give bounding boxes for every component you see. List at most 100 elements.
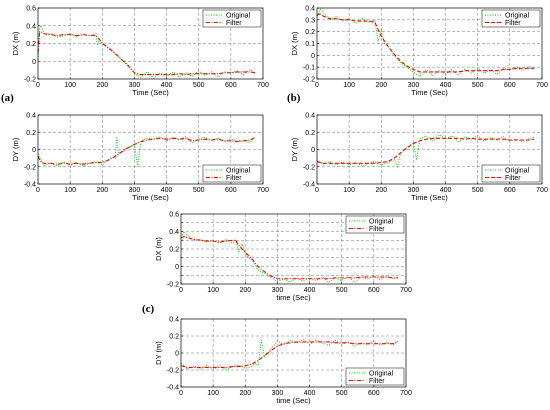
x-tick-label: 700 [400,390,412,397]
x-tick-label: 100 [343,82,355,89]
y-tick-label: 0 [311,147,315,154]
series-line-filter [37,136,256,165]
x-axis-label: time (Sec) [276,293,311,302]
y-axis-label: DX (m) [11,31,20,55]
x-tick-label: 500 [336,287,348,294]
x-axis-label: Time (Sec) [132,193,169,202]
chart-4: 0 100 200 300 400 500 600 700-0.200.20.40.6time… [154,212,412,303]
y-tick-label: 0.3 [305,17,315,24]
y-tick-label: 0.1 [305,41,315,48]
x-tick-label: 300 [129,187,141,194]
y-tick-label: 0 [175,264,179,271]
x-tick-label: 0 [315,187,319,194]
panel-label-a: (a) [1,92,14,104]
legend-label-original: Original [226,12,251,19]
series-line-original [316,134,535,169]
x-tick-label: 300 [129,82,141,89]
x-tick-label: 600 [225,187,237,194]
x-axis-label: Time (Sec) [411,88,448,97]
y-tick-label: -0.2 [167,368,179,375]
x-tick-label: 700 [536,82,548,89]
x-tick-label: 100 [64,187,76,194]
x-axis-label: time (Sec) [276,396,311,405]
x-tick-label: 600 [504,187,516,194]
y-tick-label: -0.4 [167,385,179,392]
x-tick-label: 100 [343,187,355,194]
y-tick-label: -0.2 [24,164,36,171]
y-tick-label: 0.4 [305,113,315,120]
legend-label-original: Original [369,218,394,225]
x-tick-label: 700 [400,287,412,294]
x-tick-label: 700 [536,187,548,194]
x-tick-label: 400 [161,82,173,89]
y-tick-label: 0.2 [26,41,36,48]
y-tick-label: 0.6 [169,212,179,219]
x-tick-label: 400 [161,187,173,194]
chart-2: 0 100 200 300 400 500 600 700 -0.2 -0.1 0 0.1 0.2 0.3… [290,6,548,98]
panel-label-b: (b) [287,92,301,104]
x-tick-label: 600 [504,82,516,89]
series-line-filter [316,13,534,73]
x-tick-label: 500 [472,187,484,194]
x-tick-label: 0 [315,82,319,89]
x-tick-label: 400 [304,390,316,397]
y-axis-label: DX (m) [154,237,163,261]
y-tick-label: 0.2 [26,130,36,137]
y-tick-label: -0.4 [24,182,36,189]
x-tick-label: 200 [375,82,387,89]
series-line-filter [180,236,398,280]
y-tick-label: 0.4 [305,6,315,13]
x-tick-label: 400 [304,287,316,294]
y-tick-label: -0.2 [303,77,315,84]
chart-0: 0 100 200 300 400 500 600 700-0.200.20.40.6Time… [11,6,269,98]
y-axis-label: DY (m) [154,341,163,365]
y-tick-label: 0.2 [305,130,315,137]
legend-label-original: Original [505,167,530,174]
x-tick-label: 400 [440,82,452,89]
chart-5: 0 100 200 300 400 500 600 700 -0.4 -0.2 0 0.2 0.4 tim… [154,317,412,406]
x-tick-label: 700 [257,82,269,89]
series-line-original [37,135,256,167]
series-line-filter [316,137,535,164]
x-tick-label: 200 [96,82,108,89]
series-line-filter [180,341,399,369]
x-tick-label: 300 [408,82,420,89]
y-tick-label: -0.1 [303,65,315,72]
x-tick-label: 600 [225,82,237,89]
x-tick-label: 600 [368,390,380,397]
series-line-original [180,338,399,371]
x-tick-label: 600 [368,287,380,294]
legend-label-original: Original [226,167,251,174]
y-tick-label: 0.6 [26,6,36,13]
y-tick-label: 0 [311,53,315,60]
y-tick-label: 0.4 [169,317,179,324]
x-tick-label: 0 [179,287,183,294]
y-axis-label: DY (m) [11,137,20,161]
legend-label-filter: Filter [369,378,385,385]
x-tick-label: 500 [336,390,348,397]
x-tick-label: 500 [193,187,205,194]
legend-label-original: Original [369,370,394,377]
y-tick-label: 0 [32,147,36,154]
series-line-original [37,24,256,79]
x-tick-label: 200 [239,287,251,294]
legend-box [481,9,541,28]
x-tick-label: 400 [440,187,452,194]
x-tick-label: 100 [64,82,76,89]
y-tick-label: 0 [32,59,36,66]
y-tick-label: 0.4 [169,229,179,236]
x-tick-label: 100 [207,287,219,294]
y-tick-label: 0.4 [26,23,36,30]
legend-label-filter: Filter [505,20,521,27]
y-axis-label: DY (m) [290,137,299,161]
x-tick-label: 100 [207,390,219,397]
x-tick-label: 0 [36,187,40,194]
x-tick-label: 300 [408,187,420,194]
y-tick-label: 0 [175,351,179,358]
x-tick-label: 300 [272,287,284,294]
